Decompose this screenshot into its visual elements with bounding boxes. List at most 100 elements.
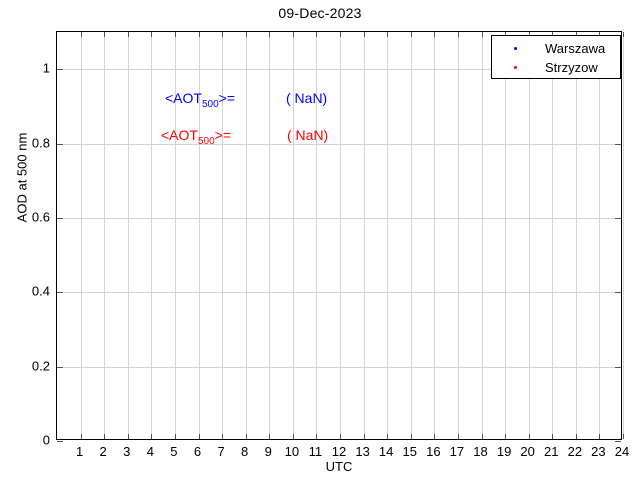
chart-legend: Warszawa Strzyzow — [491, 35, 621, 79]
gridline-vertical — [104, 32, 106, 439]
tick-mark-x — [104, 32, 106, 37]
gridline-vertical — [457, 32, 459, 439]
x-tick-label: 18 — [473, 444, 488, 459]
x-tick-label: 9 — [264, 444, 272, 459]
tick-mark-x — [80, 434, 82, 439]
x-tick-label: 23 — [591, 444, 606, 459]
x-tick-label: 4 — [146, 444, 154, 459]
x-tick-label: 3 — [123, 444, 131, 459]
tick-mark-x — [552, 434, 554, 439]
gridline-vertical — [434, 32, 436, 439]
tick-mark-x — [151, 32, 153, 37]
page-title: 09-Dec-2023 — [278, 5, 362, 21]
tick-mark-x — [104, 434, 106, 439]
tick-mark-x — [387, 434, 389, 439]
tick-mark-x — [457, 434, 459, 439]
gridline-vertical — [575, 32, 577, 439]
y-tick-label: 0.6 — [31, 209, 50, 225]
y-tick-label: 0.2 — [31, 358, 50, 374]
x-tick-label: 14 — [378, 444, 394, 459]
x-tick-label: 15 — [402, 444, 417, 459]
x-tick-label: 11 — [308, 444, 323, 459]
gridline-vertical — [292, 32, 294, 439]
tick-mark-x — [151, 434, 153, 439]
gridline-vertical — [623, 32, 624, 439]
tick-mark-x — [599, 32, 601, 37]
tick-mark-x — [410, 32, 412, 37]
tick-mark-x — [127, 434, 129, 439]
gridline-vertical — [528, 32, 530, 439]
tick-mark-x — [222, 32, 224, 37]
tick-mark-x — [198, 32, 200, 37]
tick-mark-x — [292, 434, 294, 439]
tick-mark-x — [623, 32, 624, 37]
gridline-vertical — [552, 32, 554, 439]
tick-mark-x — [340, 32, 341, 37]
tick-mark-x — [340, 434, 341, 439]
tick-mark-y — [57, 292, 63, 294]
x-tick-label: 24 — [614, 444, 630, 459]
y-tick-label: 1 — [42, 60, 50, 76]
y-axis-label: AOD at 500 nm — [14, 132, 30, 223]
tick-mark-y — [57, 143, 63, 145]
gridline-horizontal — [57, 292, 621, 294]
gridline-vertical — [80, 32, 82, 439]
tick-mark-x — [505, 32, 507, 37]
gridline-vertical — [505, 32, 507, 439]
tick-mark-y — [615, 441, 621, 442]
tick-mark-x — [457, 32, 459, 37]
x-axis-label: UTC — [325, 459, 353, 474]
tick-mark-x — [434, 32, 436, 37]
x-tick-label: 16 — [426, 444, 441, 459]
legend-item-label: Warszawa — [545, 41, 606, 56]
tick-mark-x — [245, 434, 247, 439]
tick-mark-y — [57, 69, 63, 71]
y-tick-label: 0.8 — [31, 135, 50, 151]
gridline-horizontal — [57, 69, 621, 71]
tick-mark-y — [57, 217, 63, 219]
tick-mark-x — [575, 434, 577, 439]
legend-item-label: Strzyzow — [545, 60, 598, 75]
tick-mark-x — [269, 32, 271, 37]
tick-mark-x — [363, 32, 365, 37]
tick-mark-y — [615, 217, 621, 219]
x-tick-label: 2 — [99, 444, 107, 459]
legend-marker-dot-icon — [514, 47, 517, 50]
gridline-horizontal — [57, 217, 621, 219]
tick-mark-y — [615, 366, 621, 368]
tick-mark-x — [552, 32, 554, 37]
x-tick-label: 7 — [217, 444, 225, 459]
tick-mark-x — [505, 434, 507, 439]
gridline-vertical — [387, 32, 389, 439]
tick-mark-x — [363, 434, 365, 439]
tick-mark-x — [387, 32, 389, 37]
legend-item: Strzyzow — [492, 58, 620, 77]
y-tick-label: 0 — [42, 432, 50, 448]
tick-mark-x — [623, 434, 624, 439]
tick-mark-x — [316, 32, 318, 37]
gridline-vertical — [245, 32, 247, 439]
gridline-vertical — [363, 32, 365, 439]
gridline-vertical — [481, 32, 483, 439]
tick-mark-x — [410, 434, 412, 439]
x-tick-label: 10 — [284, 444, 300, 459]
tick-mark-x — [434, 434, 436, 439]
tick-mark-x — [174, 434, 176, 439]
legend-item: Warszawa — [492, 39, 620, 58]
tick-mark-x — [528, 32, 530, 37]
gridline-horizontal — [57, 143, 621, 145]
plot-area: <AOT500>= ( NaN) <AOT500>= ( NaN) — [56, 31, 624, 442]
gridline-vertical — [222, 32, 224, 439]
gridline-vertical — [269, 32, 271, 439]
gridline-vertical — [174, 32, 176, 439]
gridline-vertical — [340, 32, 341, 439]
gridline-vertical — [599, 32, 601, 439]
tick-mark-x — [481, 434, 483, 439]
x-tick-label: 5 — [170, 444, 178, 459]
tick-mark-y — [615, 292, 621, 294]
tick-mark-x — [599, 434, 601, 439]
gridline-vertical — [151, 32, 153, 439]
tick-mark-x — [292, 32, 294, 37]
tick-mark-y — [615, 143, 621, 145]
gridline-horizontal — [57, 366, 621, 368]
